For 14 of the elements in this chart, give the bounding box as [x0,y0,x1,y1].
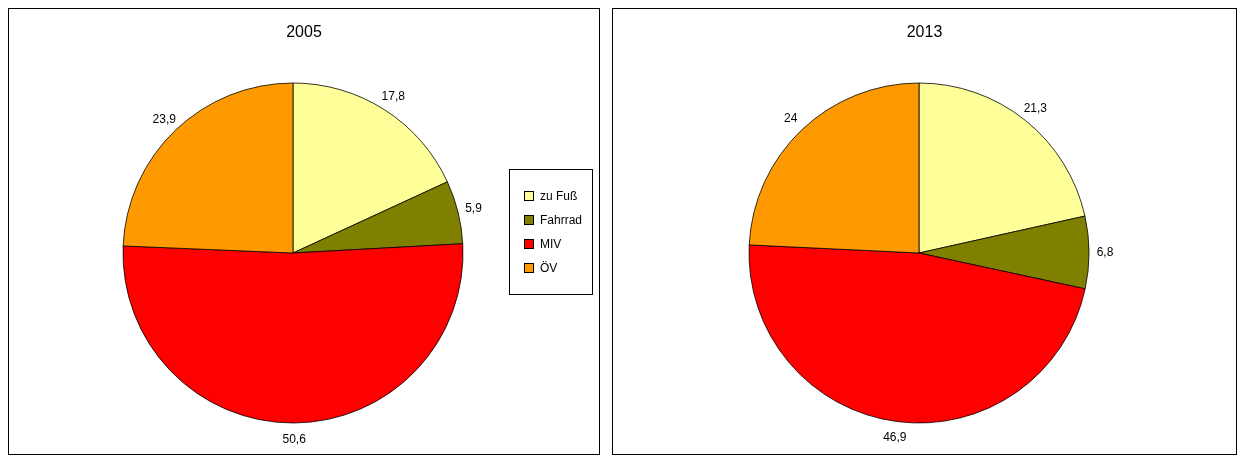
data-label: 50,6 [282,432,307,446]
chart-title: 2005 [285,23,323,41]
data-label: 21,3 [1023,100,1048,115]
data-label: 46,9 [883,430,907,445]
legend-label: MIV [539,235,562,253]
data-label: 6,8 [1096,245,1114,260]
data-label: 17,8 [381,89,406,104]
legend-label: ÖV [539,259,558,277]
data-label: 24 [783,111,798,126]
chart-title: 2013 [905,23,944,41]
data-label: 5,9 [465,201,483,216]
legend-label: zu Fuß [539,187,578,205]
data-label: 23,9 [152,111,177,126]
legend-label: Fahrrad [539,211,582,229]
